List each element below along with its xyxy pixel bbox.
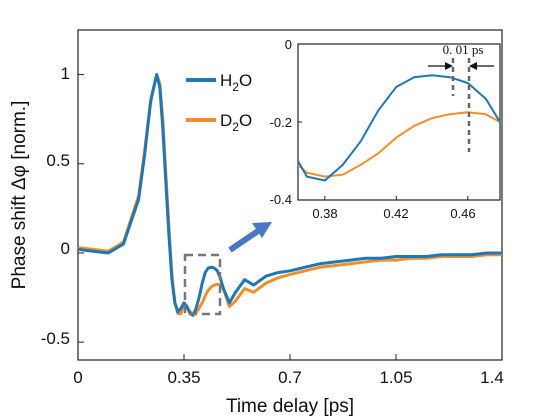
- x-tick-label-4: 1.4: [480, 368, 504, 387]
- x-tick-label-3: 1.05: [379, 368, 412, 387]
- x-tick-label-0: 0: [73, 368, 82, 387]
- x-tick-label-1: 0.35: [167, 368, 200, 387]
- inset-x-tick-2: 0.46: [450, 206, 475, 221]
- zoom-arrow: [228, 222, 272, 253]
- y-tick-label-0: -0.5: [41, 329, 70, 348]
- y-axis-label: Phase shift Δφ [norm.]: [9, 101, 30, 290]
- legend: H2O D2O: [186, 71, 252, 134]
- zoom-region-box: [183, 253, 222, 316]
- inset-y-tick-0: 0: [285, 37, 292, 52]
- inset-plot: 0 -0.2 -0.4 0.38 0.42 0.46 0. 01 ps: [270, 37, 501, 221]
- y-tick-label-2: 0.5: [46, 151, 70, 170]
- inset-y-tick-1: -0.2: [270, 115, 292, 130]
- inset-x-tick-1: 0.42: [383, 206, 408, 221]
- legend-label-d2o: D2O: [220, 111, 252, 134]
- inset-y-tick-2: -0.4: [270, 192, 292, 207]
- inset-tick-marks: [298, 43, 469, 201]
- x-axis-label: Time delay [ps]: [226, 396, 354, 417]
- inset-interval-annotation: 0. 01 ps: [443, 42, 484, 57]
- x-tick-label-2: 0.7: [278, 368, 302, 387]
- y-tick-label-1: 0: [61, 239, 70, 258]
- inset-series-h2o-line: [297, 74, 501, 182]
- main-tick-marks: [77, 74, 503, 360]
- y-tick-label-3: 1: [61, 64, 70, 83]
- legend-label-h2o: H2O: [220, 71, 252, 94]
- inset-x-tick-0: 0.38: [312, 206, 337, 221]
- series-h2o-line: [77, 73, 502, 317]
- inset-interval-arrows: [428, 62, 494, 70]
